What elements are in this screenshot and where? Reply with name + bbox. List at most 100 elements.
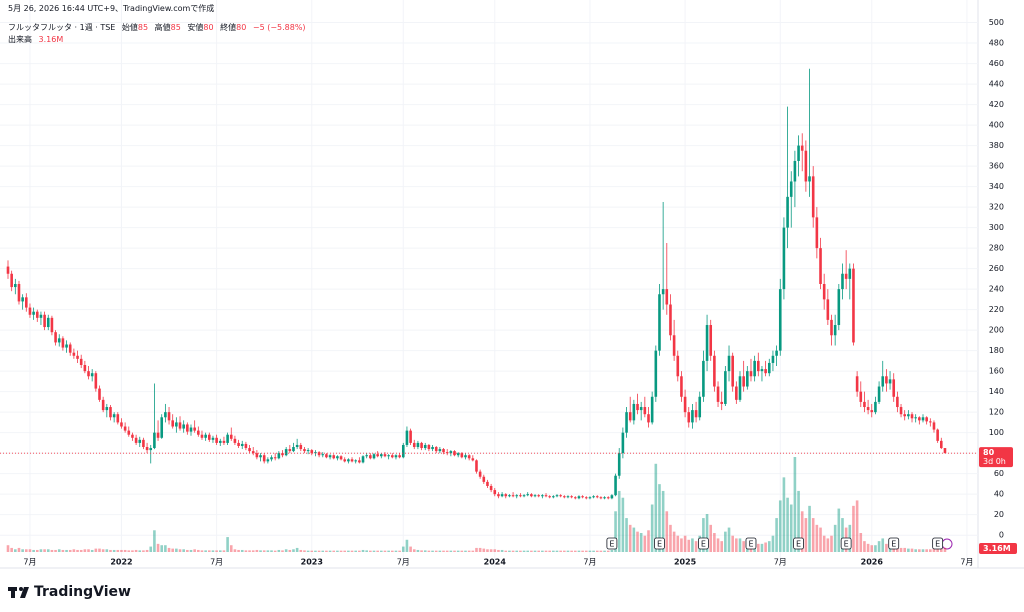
candle-body [918,417,921,421]
brand: TradingView [34,584,131,600]
volume-bar [372,550,376,552]
volume-bar [401,546,405,552]
candle-body [511,495,515,497]
volume-bar [321,550,325,552]
candle-body [819,248,822,284]
candle-body [650,396,654,423]
volume-bar [255,549,259,552]
candle-body [592,496,595,498]
candle-body [17,284,21,302]
volume-bar [405,539,409,552]
volume-bar [584,550,588,552]
volume-bar [434,550,438,552]
candle-body [497,494,500,497]
candle-body [87,371,90,377]
candle-body [244,443,248,449]
volume-bar [775,518,778,552]
candle-body [61,338,65,348]
volume-bar [647,530,650,552]
volume-bar [164,545,167,552]
volume-bar [493,549,497,552]
candle-body [306,450,310,452]
candle-body [775,350,778,356]
volume-bar [822,535,826,552]
candle-body [489,485,493,491]
candle-body [83,364,87,372]
volume-bar [105,549,109,552]
candle-body [800,145,804,151]
volume-bar [116,549,120,552]
volume-bar [511,550,515,552]
volume-bar [705,514,709,552]
candle-body [683,396,687,413]
volume-bar [398,550,401,552]
candle-body [625,412,628,433]
price-label: 80 [983,448,995,457]
volume-bar [628,524,632,552]
volume-bar [537,550,540,552]
volume-bar [149,546,153,552]
candle-body [350,459,354,462]
candle-body [943,448,947,454]
candle-body [288,449,292,452]
volume-bar [932,548,936,552]
candle-body [153,432,156,449]
volume-bar [87,549,90,552]
volume-bar [387,550,390,552]
volume-bar [57,549,61,552]
volume-bar [336,550,339,552]
candle-body [892,379,896,397]
candle-body [456,453,460,456]
volume-bar [394,550,398,552]
legend-change: −5 (−5.88%) [252,23,306,32]
logo-part [20,587,29,598]
y-tick-label: 300 [989,223,1004,232]
volume-bar [522,550,526,552]
legend-label: 終値 [220,23,237,32]
volume-bar [676,535,680,552]
volume-bar [76,549,79,552]
earnings-label: E [891,540,896,549]
candle-body [464,455,467,458]
candle-body [870,410,874,413]
candle-body [855,376,859,392]
candle-body [123,426,127,431]
candle-body [273,457,277,459]
candle-body [434,447,438,452]
volume-bar [270,550,273,552]
volume-bar [306,550,310,552]
candle-body [639,407,643,411]
candle-body [936,429,939,441]
volume-bar [123,549,127,552]
candle-body [570,496,573,498]
candle-body [559,495,562,497]
candle-body [881,376,885,387]
volume-bar [830,535,833,552]
candle-body [405,430,409,445]
candle-body [277,453,281,459]
candle-body [398,455,401,458]
volume-bar [112,549,116,552]
candle-body [643,407,647,415]
volume-bar [709,524,713,552]
candle-body [526,494,530,496]
volume-bar [244,550,248,552]
earnings-marker [793,537,804,550]
candle-body [478,471,482,477]
candle-body [98,388,101,400]
candle-body [716,386,720,402]
candle-body [39,314,43,318]
candle-body [617,453,621,476]
candle-body [229,434,233,439]
candle-body [46,317,50,328]
y-tick-label: 440 [989,80,1004,89]
volume-bar [412,549,416,552]
candle-body [248,448,251,452]
candle-body [134,437,138,443]
volume-bar [650,504,654,552]
volume-bar [160,545,164,552]
legend-value: 85 [170,23,181,32]
volume-bar [229,545,233,552]
volume-bar [735,538,738,552]
